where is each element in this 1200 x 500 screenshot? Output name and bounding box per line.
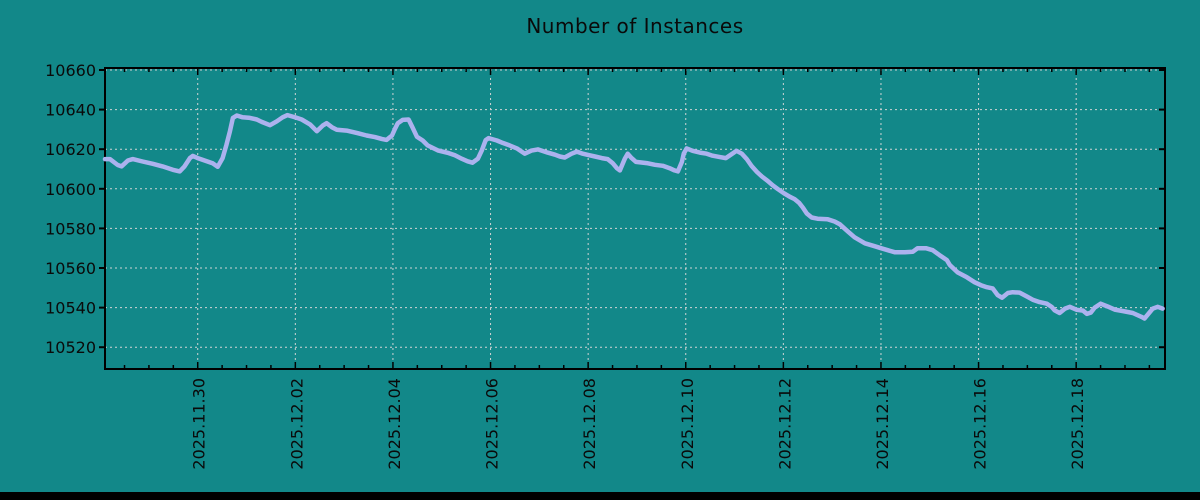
svg-text:2025.12.06: 2025.12.06	[483, 378, 502, 470]
svg-text:2025.12.18: 2025.12.18	[1068, 378, 1087, 470]
svg-text:2025.12.02: 2025.12.02	[287, 378, 306, 470]
y-axis-labels: 10520 10540 10560 10580 10600 10620 10640 10660	[45, 61, 96, 357]
svg-text:2025.11.30: 2025.11.30	[190, 378, 209, 470]
svg-text:2025.12.10: 2025.12.10	[678, 378, 697, 470]
x-axis-labels: 2025.11.30 2025.12.02 2025.12.04 2025.12.06…	[190, 378, 1087, 470]
svg-text:2025.12.16: 2025.12.16	[971, 378, 990, 470]
chart-title: Number of Instances	[526, 14, 744, 38]
svg-text:10660: 10660	[45, 61, 96, 80]
gridlines	[105, 68, 1165, 369]
svg-text:10520: 10520	[45, 338, 96, 357]
svg-text:10560: 10560	[45, 259, 96, 278]
series-instances	[102, 112, 1165, 321]
axis-ticks	[99, 68, 1165, 369]
svg-text:10640: 10640	[45, 101, 96, 120]
svg-text:2025.12.12: 2025.12.12	[775, 378, 794, 470]
svg-text:2025.12.08: 2025.12.08	[580, 378, 599, 470]
plot-border	[104, 67, 1166, 370]
svg-text:2025.12.04: 2025.12.04	[385, 378, 404, 470]
svg-text:10620: 10620	[45, 140, 96, 159]
svg-text:10600: 10600	[45, 180, 96, 199]
bottom-black-bar	[0, 492, 1200, 500]
svg-text:10580: 10580	[45, 219, 96, 238]
svg-text:10540: 10540	[45, 299, 96, 318]
svg-text:2025.12.14: 2025.12.14	[873, 378, 892, 470]
